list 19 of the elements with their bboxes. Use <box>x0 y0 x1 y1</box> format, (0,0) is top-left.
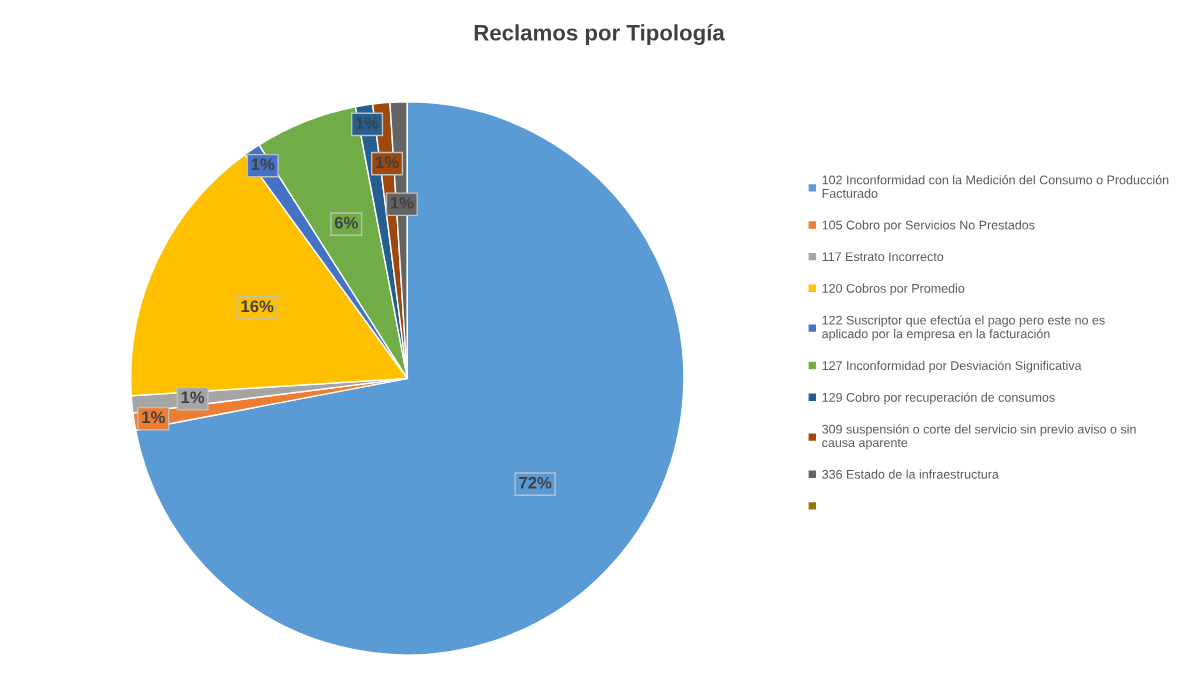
legend-label: 102 Inconformidad con la Medición del Consumo o Producción Facturado <box>822 175 1169 198</box>
data-label: 72% <box>519 476 552 489</box>
legend-label: 309 suspensión o corte del servicio sin previo aviso o sin causa aparente <box>822 424 1136 450</box>
data-label: 1% <box>142 411 165 424</box>
legend-label: 129 Cobro por recuperación de consumos <box>822 392 1055 405</box>
data-label: 6% <box>334 216 358 229</box>
legend-label: 117 Estrato Incorrecto <box>822 252 944 262</box>
legend-label: 127 Inconformidad por Desviación Significativa <box>822 360 1082 373</box>
chart-title: Reclamos por Tipología <box>474 24 725 46</box>
data-label: 1% <box>251 158 275 171</box>
data-label: 16% <box>241 300 274 313</box>
legend-label: 105 Cobro por Servicios No Prestados <box>822 220 1035 232</box>
legend-label: 120 Cobros por Promedio <box>822 283 965 296</box>
data-label: 1% <box>376 156 399 169</box>
legend-label: 122 Suscriptor que efectúa el pago pero este no es aplicado por la empresa en la facturación <box>822 315 1105 341</box>
data-label: 1% <box>356 117 379 129</box>
pie-slice <box>134 101 685 656</box>
legend-label: 336 Estado de la infraestructura <box>822 469 999 479</box>
data-label: 1% <box>181 391 205 404</box>
